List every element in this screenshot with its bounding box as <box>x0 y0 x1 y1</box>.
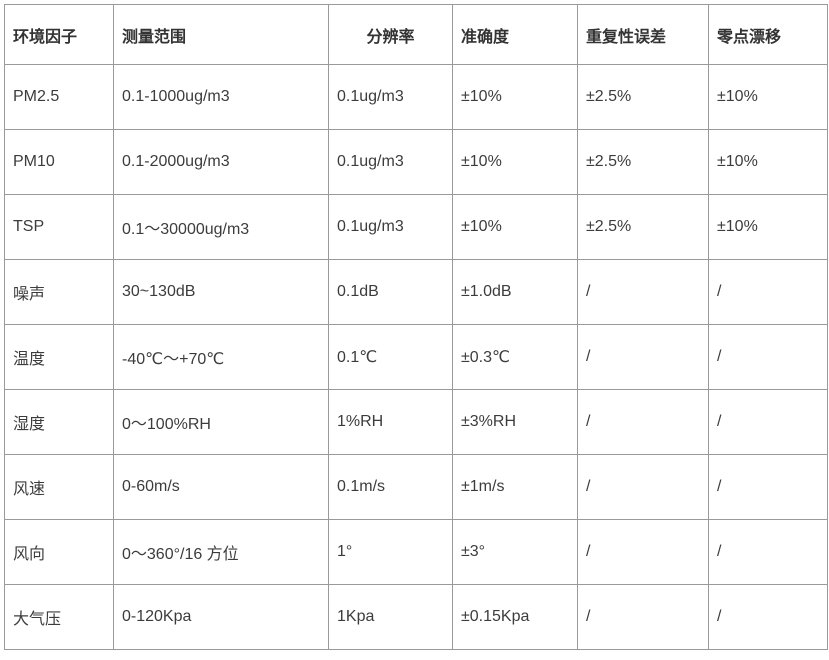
table-cell: ±10% <box>708 194 828 260</box>
table-cell: / <box>577 454 709 520</box>
table-cell: / <box>577 584 709 650</box>
table-row: 风向 0～360°/16 方位 1° ±3° / / <box>4 519 828 585</box>
table-cell: / <box>708 584 828 650</box>
table-cell: / <box>708 389 828 455</box>
table-cell: 1Kpa <box>328 584 453 650</box>
table-cell: PM2.5 <box>4 64 114 130</box>
table-cell: ±10% <box>708 129 828 195</box>
table-row: 风速 0-60m/s 0.1m/s ±1m/s / / <box>4 454 828 520</box>
table-cell: 0.1ug/m3 <box>328 64 453 130</box>
table-cell: ±1m/s <box>452 454 578 520</box>
table-cell: ±10% <box>452 64 578 130</box>
table-cell: 湿度 <box>4 389 114 455</box>
table-row: 大气压 0-120Kpa 1Kpa ±0.15Kpa / / <box>4 584 828 650</box>
table-row: 噪声 30~130dB 0.1dB ±1.0dB / / <box>4 259 828 325</box>
table-cell: 0.1ug/m3 <box>328 194 453 260</box>
table-cell: 1%RH <box>328 389 453 455</box>
column-header: 准确度 <box>452 4 578 65</box>
table-cell: 0.1-1000ug/m3 <box>113 64 329 130</box>
table-cell: 噪声 <box>4 259 114 325</box>
table-cell: / <box>577 259 709 325</box>
table-cell: 0～100%RH <box>113 389 329 455</box>
table-row: 温度 -40℃～+70℃ 0.1℃ ±0.3℃ / / <box>4 324 828 390</box>
table-cell: 0.1m/s <box>328 454 453 520</box>
table-cell: / <box>708 324 828 390</box>
table-row: PM2.5 0.1-1000ug/m3 0.1ug/m3 ±10% ±2.5% ±10% <box>4 64 828 130</box>
table-cell: ±10% <box>452 129 578 195</box>
table-head: 环境因子 测量范围 分辨率 准确度 重复性误差 零点漂移 <box>4 4 828 65</box>
table-cell: 0-120Kpa <box>113 584 329 650</box>
table-cell: 1° <box>328 519 453 585</box>
table-cell: 0.1dB <box>328 259 453 325</box>
table-cell: 大气压 <box>4 584 114 650</box>
table-cell: 温度 <box>4 324 114 390</box>
table-cell: ±1.0dB <box>452 259 578 325</box>
table-cell: ±0.3℃ <box>452 324 578 390</box>
table-cell: 0.1-2000ug/m3 <box>113 129 329 195</box>
column-header: 测量范围 <box>113 4 329 65</box>
column-header: 环境因子 <box>4 4 114 65</box>
table-cell: 0-60m/s <box>113 454 329 520</box>
table-cell: 30~130dB <box>113 259 329 325</box>
column-header: 零点漂移 <box>708 4 828 65</box>
table-cell: 0.1℃ <box>328 324 453 390</box>
table-cell: / <box>577 389 709 455</box>
table-cell: PM10 <box>4 129 114 195</box>
table-cell: ±2.5% <box>577 64 709 130</box>
table-row: 湿度 0～100%RH 1%RH ±3%RH / / <box>4 389 828 455</box>
table-cell: 风速 <box>4 454 114 520</box>
table-cell: / <box>577 324 709 390</box>
environment-factor-spec-table: 环境因子 测量范围 分辨率 准确度 重复性误差 零点漂移 PM2.5 0.1-1000ug/… <box>4 4 828 650</box>
table-row: TSP 0.1～30000ug/m3 0.1ug/m3 ±10% ±2.5% ±10% <box>4 194 828 260</box>
table-cell: / <box>577 519 709 585</box>
table-row: PM10 0.1-2000ug/m3 0.1ug/m3 ±10% ±2.5% ±10% <box>4 129 828 195</box>
table-cell: / <box>708 519 828 585</box>
table-cell: ±2.5% <box>577 129 709 195</box>
table-cell: -40℃～+70℃ <box>113 324 329 390</box>
table-cell: 0.1ug/m3 <box>328 129 453 195</box>
table-cell: ±3%RH <box>452 389 578 455</box>
table-cell: / <box>708 259 828 325</box>
column-header: 分辨率 <box>328 4 453 65</box>
table-body: PM2.5 0.1-1000ug/m3 0.1ug/m3 ±10% ±2.5% ±10% P… <box>4 64 828 650</box>
table-cell: TSP <box>4 194 114 260</box>
table-cell: ±10% <box>452 194 578 260</box>
table-cell: ±10% <box>708 64 828 130</box>
table-cell: / <box>708 454 828 520</box>
table-cell: ±3° <box>452 519 578 585</box>
table-cell: ±0.15Kpa <box>452 584 578 650</box>
column-header: 重复性误差 <box>577 4 709 65</box>
table-cell: 风向 <box>4 519 114 585</box>
table-cell: 0～360°/16 方位 <box>113 519 329 585</box>
table-cell: 0.1～30000ug/m3 <box>113 194 329 260</box>
table-cell: ±2.5% <box>577 194 709 260</box>
header-row: 环境因子 测量范围 分辨率 准确度 重复性误差 零点漂移 <box>4 4 828 65</box>
